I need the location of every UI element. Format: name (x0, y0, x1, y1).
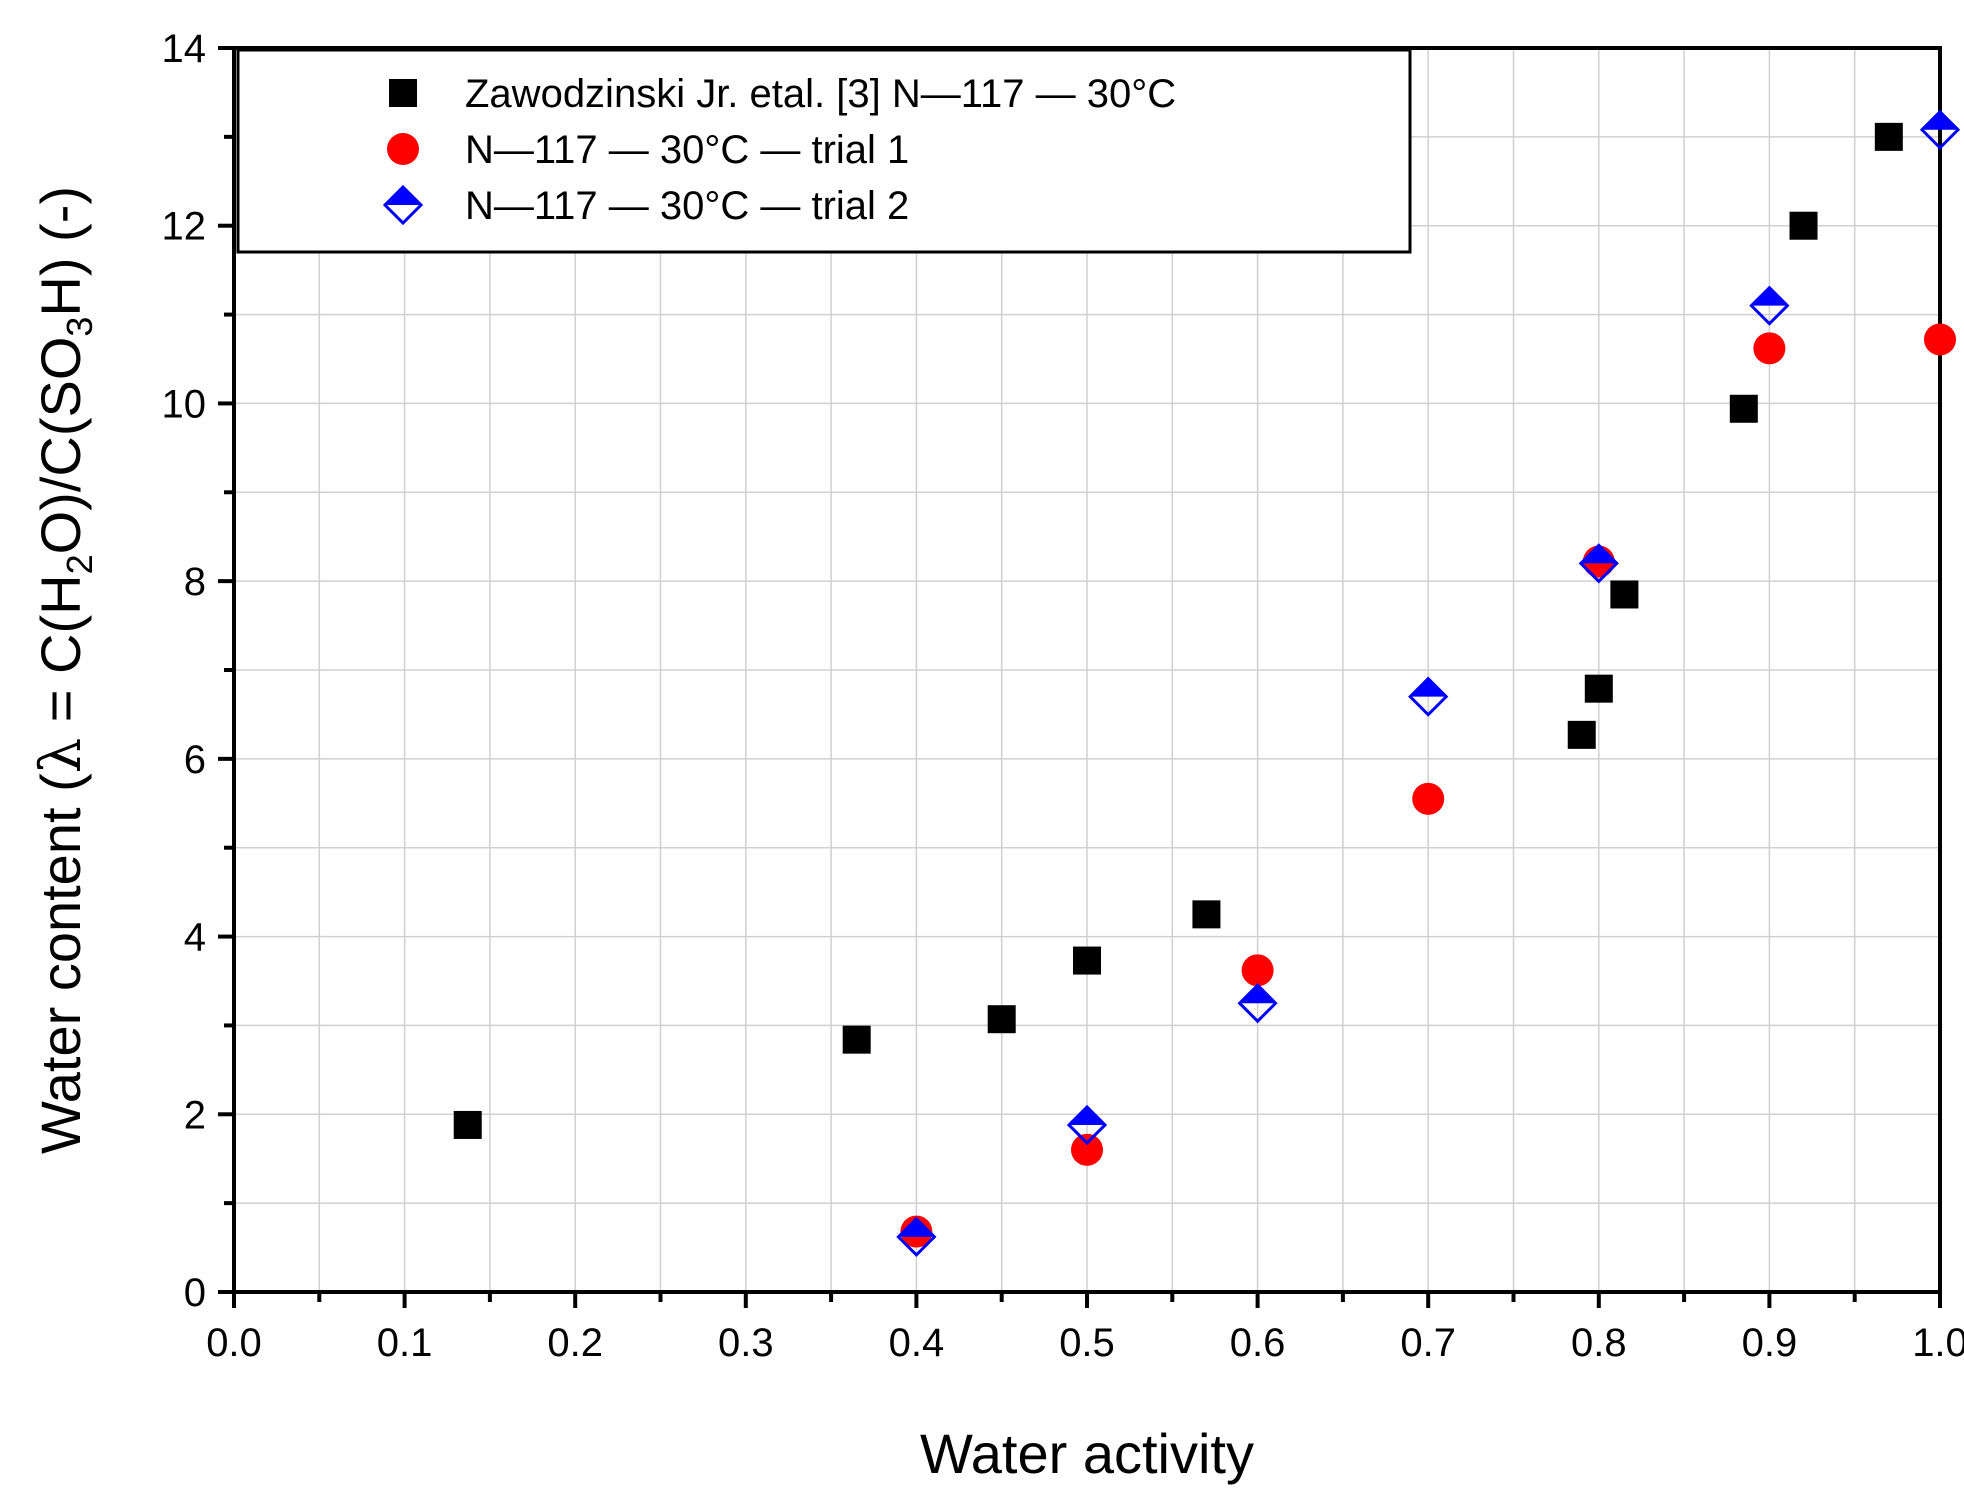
circle-point (1924, 323, 1956, 356)
legend-label: Zawodzinski Jr. etal. [3] N—117 — 30°C (465, 72, 1176, 116)
diamond-point-upper-half (1751, 287, 1788, 306)
y-tick-label: 0 (184, 1271, 206, 1315)
square-point-shape (842, 1025, 871, 1054)
diamond-point-upper-half (1069, 1106, 1105, 1125)
square-point (842, 1025, 871, 1054)
diamond-point-upper-half (898, 1218, 935, 1237)
diamond-point (1237, 983, 1278, 1024)
x-tick-label: 0.3 (718, 1321, 774, 1365)
x-tick-label: 0.1 (377, 1321, 433, 1365)
square-point (1192, 900, 1221, 929)
legend-circle-icon-shape (387, 133, 419, 165)
y-axis-title-lambda: λ (29, 738, 94, 774)
diamond-point-upper-half (1922, 111, 1958, 130)
square-point-shape (1192, 900, 1221, 929)
diamond-point (1408, 676, 1449, 717)
square-point-shape (1567, 720, 1596, 749)
legend-diamond-icon (382, 184, 424, 226)
diamond-point (1919, 109, 1961, 150)
y-tick-labels: 0 2 4 6 8 10 12 14 (162, 27, 207, 1315)
square-point-shape (1584, 674, 1613, 703)
square-point-shape (987, 1005, 1016, 1034)
x-tick-label: 0.9 (1742, 1321, 1798, 1365)
legend-items: Zawodzinski Jr. etal. [3] N—117 — 30°C N—… (382, 72, 1176, 228)
circle-point-shape (1412, 782, 1445, 815)
legend-square-icon-shape (389, 79, 417, 107)
diamond-point-outline (1578, 543, 1619, 584)
y-tick-label: 10 (162, 382, 207, 426)
x-tick-label: 0.4 (889, 1321, 945, 1365)
legend-circle-icon (387, 133, 419, 165)
diamond-point-outline (1408, 676, 1449, 717)
x-tick-label: 0.8 (1571, 1321, 1627, 1365)
square-point-shape (1610, 580, 1639, 609)
y-axis-title-sub2: 3 (59, 317, 100, 337)
x-tick-label: 1.0 (1912, 1321, 1964, 1365)
circle-point (1071, 1133, 1103, 1166)
square-point (987, 1005, 1016, 1034)
x-tick-label: 0.5 (1059, 1321, 1115, 1365)
y-tick-label: 4 (184, 916, 206, 960)
circle-point-shape (1071, 1133, 1103, 1166)
y-axis-title-eq: = C(H (29, 574, 92, 737)
diamond-point-outline (896, 1216, 937, 1258)
circle-point (1753, 332, 1786, 365)
diamond-point-upper-half (1580, 545, 1617, 564)
y-axis-title-suffix: H) (-) (29, 186, 92, 317)
y-axis-title-sub1: 2 (59, 554, 100, 574)
diamond-point-outline (1237, 983, 1278, 1024)
square-point-shape (1729, 394, 1758, 423)
square-point (1729, 394, 1758, 423)
square-point (1789, 211, 1818, 240)
y-axis-title: Water content (λ = C(H2O)/C(SO3H) (-) (29, 186, 100, 1154)
circle-point-shape (1924, 323, 1956, 356)
circle-point-shape (1241, 954, 1274, 987)
legend-square-icon (389, 79, 417, 107)
x-tick-label: 0.7 (1400, 1321, 1456, 1365)
diamond-point (896, 1216, 937, 1258)
diamond-point (1749, 285, 1790, 326)
y-tick-label: 2 (184, 1093, 206, 1137)
diamond-point-outline (1749, 285, 1790, 326)
legend: Zawodzinski Jr. etal. [3] N—117 — 30°C N—… (236, 48, 1412, 254)
diamond-point-outline (1919, 109, 1961, 150)
plot-frame (232, 46, 1942, 1294)
legend-diamond-icon-outline (382, 184, 424, 226)
diamond-point-upper-half (1410, 678, 1447, 697)
diamond-point (1578, 543, 1619, 584)
circle-point (1412, 782, 1445, 815)
legend-label: N—117 — 30°C — trial 2 (465, 184, 909, 228)
square-point (1567, 720, 1596, 749)
diamond-point-upper-half (1239, 985, 1276, 1004)
circle-point (1241, 954, 1274, 987)
square-point (1610, 580, 1639, 609)
y-axis-title-prefix: Water content ( (29, 773, 92, 1154)
square-point-shape (1073, 946, 1101, 975)
y-tick-label: 8 (184, 560, 206, 604)
legend-label: N—117 — 30°C — trial 1 (465, 128, 909, 172)
square-point-shape (1789, 211, 1818, 240)
x-tick-label: 0.2 (547, 1321, 603, 1365)
x-axis-title: Water activity (920, 1422, 1254, 1485)
legend-box (236, 48, 1412, 254)
legend-diamond-icon-upper-half (385, 187, 421, 205)
circle-point-shape (1753, 332, 1786, 365)
square-point-shape (1874, 122, 1903, 151)
y-tick-label: 14 (162, 27, 207, 71)
x-tick-labels: 0.0 0.1 0.2 0.3 0.4 0.5 0.6 0.7 0.8 0.9 1.0 (206, 1321, 1964, 1365)
data-points (453, 109, 1961, 1258)
square-point (1874, 122, 1903, 151)
square-point-shape (453, 1110, 482, 1139)
square-point (1584, 674, 1613, 703)
diamond-point-outline (1066, 1104, 1108, 1146)
y-tick-label: 6 (184, 738, 206, 782)
x-tick-label: 0.0 (206, 1321, 262, 1365)
square-point (1073, 946, 1101, 975)
square-point (453, 1110, 482, 1139)
y-axis-title-mid: O)/C(SO (29, 337, 92, 555)
diamond-point (1066, 1104, 1108, 1146)
x-tick-label: 0.6 (1230, 1321, 1286, 1365)
y-tick-label: 12 (162, 205, 207, 249)
